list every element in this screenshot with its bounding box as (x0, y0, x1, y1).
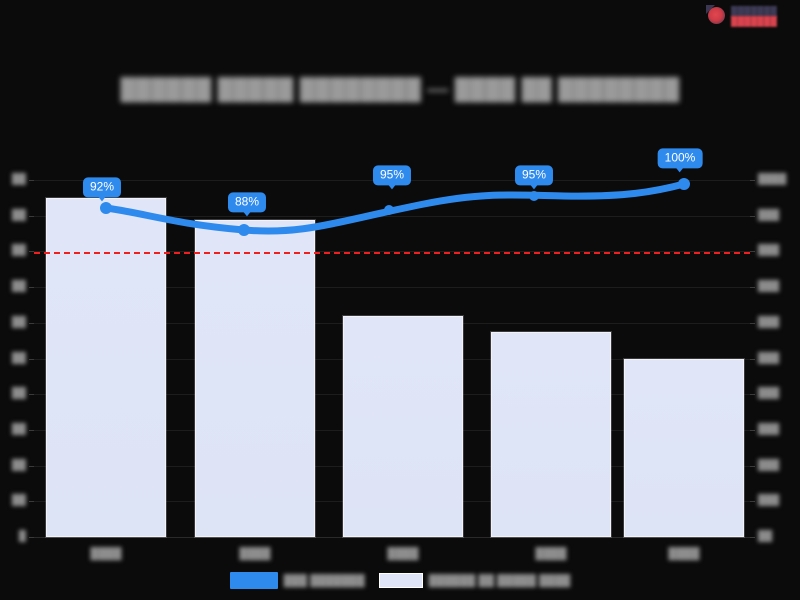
logo-mark-icon (706, 5, 728, 27)
y-axis-right-tick (750, 394, 755, 396)
bar-2[interactable] (343, 316, 463, 537)
legend-swatch-line-icon (229, 572, 278, 589)
chart-title: ██████ █████ ████████ — ████ ██ ████████ (0, 78, 800, 102)
logo-wordmark: ███████ ███████ (731, 5, 778, 26)
plot-area: ██ ██ ██ ██ ██ ██ ██ ██ ██ ██ █ ████ ███… (12, 148, 786, 560)
line-series (100, 178, 690, 236)
chart-legend: ███ ███████ ██████ ██ █████ ████ (0, 572, 800, 589)
line-marker-0[interactable] (100, 202, 112, 214)
line-marker-3[interactable] (529, 191, 539, 201)
x-axis-label-0: ████ (90, 548, 122, 560)
y-axis-left-label: ██ (11, 423, 26, 435)
y-axis-left-tick (29, 251, 34, 253)
chart-title-text: ██████ █████ ████████ — ████ ██ ████████ (120, 78, 680, 101)
y-axis-left-label: ██ (11, 352, 26, 364)
y-axis-left-label: ██ (11, 209, 26, 221)
y-axis-right-tick (750, 429, 755, 431)
y-axis-right-tick (750, 287, 755, 289)
bar-3[interactable] (491, 332, 611, 537)
logo-line-2: ███████ (731, 15, 778, 26)
logo-line-1: ███████ (731, 5, 778, 16)
y-axis-left-label: ██ (11, 459, 26, 471)
data-label-2: 95% (372, 165, 412, 189)
y-axis-left-tick (29, 537, 34, 538)
y-axis-left-label: ██ (11, 316, 26, 328)
y-axis-right-tick (750, 322, 755, 324)
y-axis-right-label: ███ (758, 281, 780, 293)
y-axis-left-tick (29, 465, 34, 467)
y-axis-right-tick (750, 215, 755, 217)
line-marker-4[interactable] (678, 178, 690, 190)
y-axis-right-tick (750, 537, 755, 538)
x-axis-baseline (34, 537, 750, 538)
x-axis-label-1: ████ (239, 548, 271, 560)
brand-logo: ███████ ███████ (706, 3, 794, 29)
line-path (102, 180, 688, 235)
y-axis-left-label: █ (18, 531, 26, 542)
legend-label-line: ███ ███████ (283, 574, 365, 587)
y-axis-left-tick (29, 358, 34, 360)
bar-4[interactable] (624, 359, 744, 537)
y-axis-right-tick (750, 465, 755, 467)
x-axis-label-4: ████ (668, 548, 700, 560)
y-axis-right-label: ███ (758, 245, 780, 257)
y-axis-right-label: ███ (758, 388, 780, 400)
bar-0[interactable] (46, 198, 166, 537)
y-axis-left-tick (29, 322, 34, 324)
y-axis-right-label: ████ (758, 174, 787, 185)
y-axis-left-label: ██ (11, 495, 26, 507)
y-axis-right-tick (750, 180, 755, 181)
y-axis-right-label: ███ (758, 209, 780, 221)
y-axis-right-label: ███ (758, 495, 780, 507)
line-marker-1[interactable] (238, 224, 250, 236)
y-axis-right-tick (750, 501, 755, 503)
legend-swatch-bar-icon (378, 573, 423, 588)
threshold-line (34, 252, 750, 254)
x-axis-label-3: ████ (535, 548, 567, 560)
y-axis-left-tick (29, 180, 34, 181)
y-axis-left-tick (29, 429, 34, 431)
bar-1[interactable] (195, 220, 315, 537)
y-axis-right-label: ███ (758, 316, 780, 328)
y-axis-right-label: ██ (758, 531, 773, 542)
legend-label-bar: ██████ ██ █████ ████ (428, 574, 571, 587)
y-axis-left-tick (29, 215, 34, 217)
y-axis-left-label: ██ (11, 174, 26, 185)
data-label-4: 100% (657, 148, 703, 172)
gridline (34, 251, 750, 253)
gridline (34, 287, 750, 289)
data-label-3: 95% (514, 165, 554, 189)
y-axis-left-tick (29, 394, 34, 396)
y-axis-left-tick (29, 501, 34, 503)
y-axis-right-label: ███ (758, 352, 780, 364)
legend-item-bar[interactable]: ██████ ██ █████ ████ (378, 573, 571, 588)
y-axis-left-label: ██ (11, 245, 26, 257)
y-axis-right-tick (750, 358, 755, 360)
y-axis-right-label: ███ (758, 459, 780, 471)
y-axis-left-label: ██ (11, 281, 26, 293)
legend-item-line[interactable]: ███ ███████ (229, 572, 365, 589)
data-label-0: 92% (82, 177, 122, 201)
data-label-1: 88% (227, 192, 267, 216)
y-axis-left-label: ██ (11, 388, 26, 400)
y-axis-left-tick (29, 287, 34, 289)
line-marker-2[interactable] (384, 205, 394, 215)
x-axis-label-2: ████ (387, 548, 419, 560)
y-axis-right-label: ███ (758, 423, 780, 435)
y-axis-right-tick (750, 251, 755, 253)
gridline (34, 215, 750, 217)
